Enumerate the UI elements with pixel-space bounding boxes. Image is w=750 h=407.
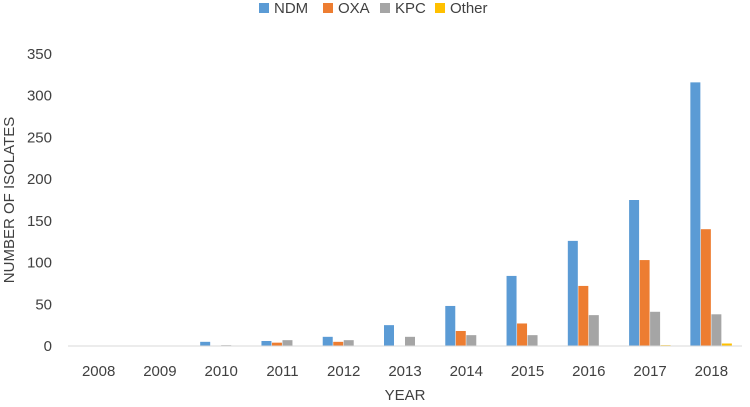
bar-ndm-2013: [384, 325, 394, 346]
legend-swatch-other: [435, 3, 445, 13]
bar-oxa-2018: [700, 229, 711, 346]
bar-ndm-2016: [567, 240, 578, 346]
bar-kpc-2011: [282, 340, 293, 346]
bar-kpc-2014: [466, 335, 477, 346]
bar-ndm-2011: [261, 340, 272, 346]
x-tick-label: 2010: [204, 363, 237, 380]
bars: [200, 82, 732, 346]
bar-ndm-2012: [322, 336, 333, 346]
bar-oxa-2014: [455, 330, 466, 346]
x-tick-label: 2014: [450, 363, 483, 380]
legend-swatch-kpc: [380, 3, 390, 13]
bar-other-2018: [721, 343, 732, 346]
y-tick-label: 350: [27, 46, 52, 63]
legend-label-ndm: NDM: [274, 0, 308, 17]
bar-kpc-2016: [588, 315, 599, 346]
x-tick-label: 2012: [327, 363, 360, 380]
bar-ndm-2010: [200, 341, 211, 346]
bar-oxa-2011: [271, 342, 282, 346]
legend: NDM OXA KPC Other: [259, 0, 488, 17]
bar-oxa-2015: [517, 323, 528, 346]
y-tick-label: 250: [27, 129, 52, 146]
x-tick-label: 2011: [266, 363, 298, 380]
bar-oxa-2016: [578, 285, 589, 346]
bar-ndm-2014: [445, 305, 456, 346]
y-axis-title: NUMBER OF ISOLATES: [1, 117, 18, 283]
bar-kpc-2012: [343, 340, 354, 346]
bar-kpc-2015: [527, 335, 538, 346]
y-tick-label: 300: [27, 88, 52, 105]
y-tick-label: 0: [44, 338, 52, 355]
legend-swatch-ndm: [259, 3, 269, 13]
legend-label-other: Other: [450, 0, 488, 17]
bar-kpc-2017: [650, 311, 661, 346]
y-tick-label: 150: [27, 213, 52, 230]
x-tick-label: 2016: [572, 363, 605, 380]
x-tick-label: 2017: [633, 363, 666, 380]
bar-oxa-2012: [333, 341, 344, 346]
x-tick-label: 2018: [695, 363, 728, 380]
x-axis-title: YEAR: [385, 387, 426, 404]
bar-kpc-2013: [405, 336, 415, 346]
x-tick-label: 2009: [143, 363, 176, 380]
y-axis-ticks: 0 50 100 150 200 250 300 350: [27, 46, 52, 355]
legend-swatch-oxa: [323, 3, 333, 13]
bar-ndm-2017: [629, 200, 640, 346]
x-tick-label: 2008: [82, 363, 115, 380]
legend-label-kpc: KPC: [395, 0, 426, 17]
bar-ndm-2015: [506, 275, 517, 346]
legend-label-oxa: OXA: [338, 0, 370, 17]
x-tick-label: 2013: [388, 363, 421, 380]
y-tick-label: 50: [35, 296, 52, 313]
y-tick-label: 100: [27, 255, 52, 272]
bar-oxa-2017: [639, 260, 650, 346]
x-tick-label: 2015: [511, 363, 544, 380]
bar-ndm-2018: [690, 82, 701, 346]
y-tick-label: 200: [27, 171, 52, 188]
bar-kpc-2018: [711, 314, 722, 346]
x-axis-ticks: 2008 2009 2010 2011 2012 2013 2014 2015 2016 2017…: [82, 363, 728, 380]
